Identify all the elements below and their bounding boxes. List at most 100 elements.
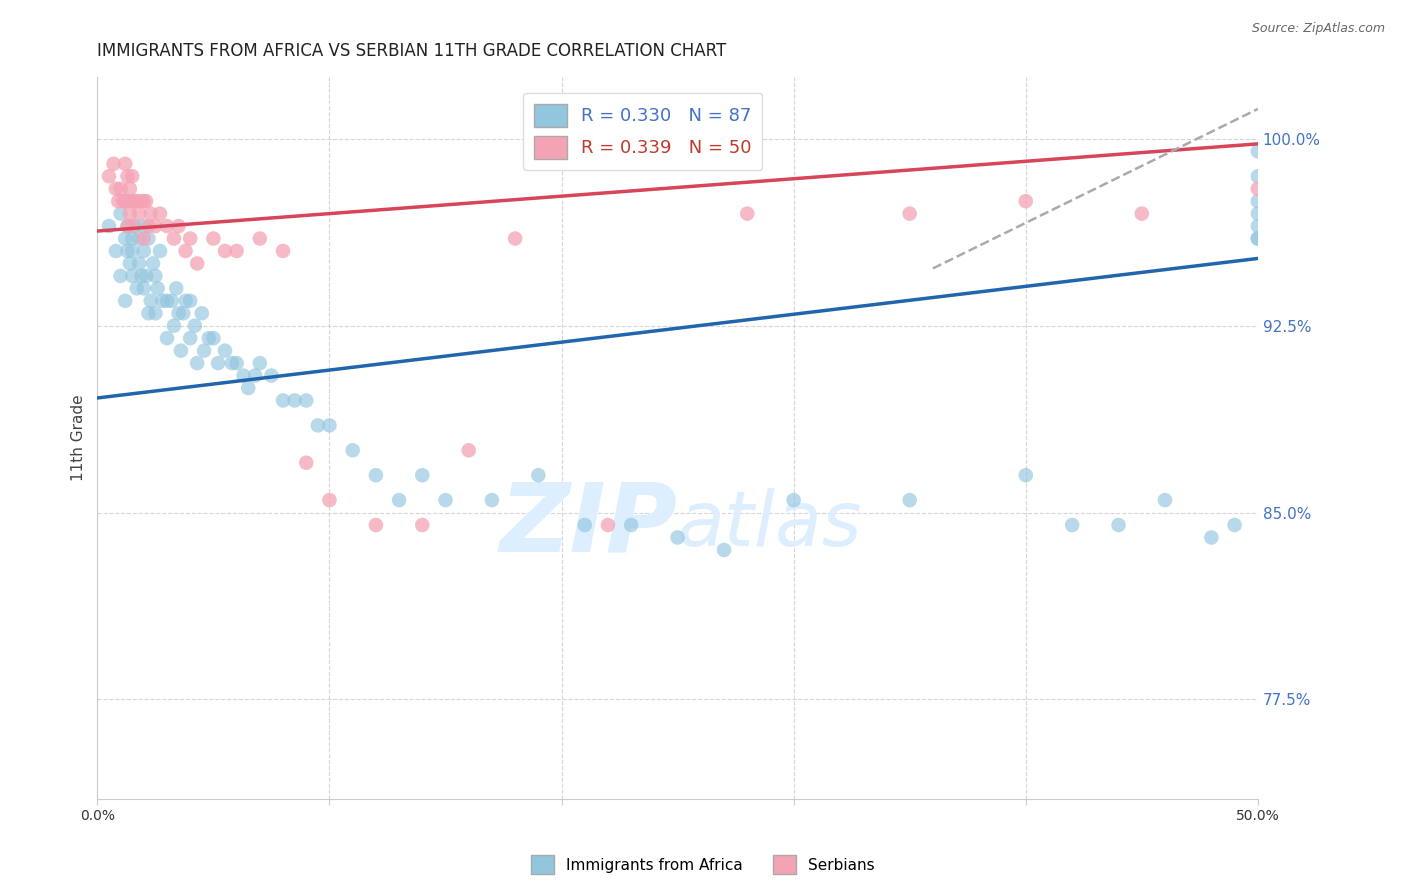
Point xyxy=(114,231,136,245)
Y-axis label: 11th Grade: 11th Grade xyxy=(72,394,86,481)
Point xyxy=(121,169,143,184)
Point xyxy=(110,206,132,220)
Point xyxy=(118,182,141,196)
Point xyxy=(163,318,186,333)
Point xyxy=(364,518,387,533)
Point xyxy=(124,194,146,209)
Point xyxy=(172,306,194,320)
Point xyxy=(225,244,247,258)
Point xyxy=(1015,468,1038,483)
Point xyxy=(620,518,643,533)
Point xyxy=(295,456,318,470)
Text: IMMIGRANTS FROM AFRICA VS SERBIAN 11TH GRADE CORRELATION CHART: IMMIGRANTS FROM AFRICA VS SERBIAN 11TH G… xyxy=(97,42,727,60)
Point xyxy=(104,244,127,258)
Point xyxy=(364,468,387,483)
Point xyxy=(1247,231,1270,245)
Point xyxy=(1108,518,1130,533)
Point xyxy=(138,306,160,320)
Point xyxy=(342,443,364,458)
Point xyxy=(197,331,219,345)
Point xyxy=(118,256,141,270)
Point xyxy=(97,219,120,233)
Point xyxy=(117,244,139,258)
Point xyxy=(128,256,150,270)
Point xyxy=(596,518,619,533)
Point xyxy=(139,206,162,220)
Point xyxy=(186,256,208,270)
Point xyxy=(225,356,247,370)
Point xyxy=(103,157,125,171)
Point xyxy=(713,543,735,558)
Point xyxy=(121,268,143,283)
Point xyxy=(232,368,254,383)
Point xyxy=(125,281,148,295)
Point xyxy=(156,331,179,345)
Point xyxy=(271,393,294,408)
Point xyxy=(131,194,153,209)
Point xyxy=(114,293,136,308)
Point xyxy=(249,356,271,370)
Point xyxy=(156,293,179,308)
Point xyxy=(318,418,340,433)
Point xyxy=(207,356,229,370)
Point xyxy=(146,281,169,295)
Point xyxy=(110,182,132,196)
Point xyxy=(121,194,143,209)
Point xyxy=(135,194,157,209)
Point xyxy=(284,393,307,408)
Point xyxy=(156,219,179,233)
Point xyxy=(125,194,148,209)
Point xyxy=(411,468,433,483)
Point xyxy=(97,169,120,184)
Point xyxy=(167,306,190,320)
Point xyxy=(104,182,127,196)
Point xyxy=(163,231,186,245)
Point xyxy=(145,268,167,283)
Point xyxy=(481,493,503,508)
Point xyxy=(574,518,596,533)
Point xyxy=(666,531,689,545)
Point xyxy=(202,331,225,345)
Point xyxy=(132,194,155,209)
Point xyxy=(295,393,318,408)
Point xyxy=(121,219,143,233)
Point xyxy=(179,293,201,308)
Point xyxy=(1247,145,1270,159)
Point xyxy=(139,293,162,308)
Legend: R = 0.330   N = 87, R = 0.339   N = 50: R = 0.330 N = 87, R = 0.339 N = 50 xyxy=(523,93,762,170)
Point xyxy=(118,206,141,220)
Point xyxy=(1247,194,1270,209)
Point xyxy=(1201,531,1223,545)
Point xyxy=(388,493,411,508)
Point xyxy=(221,356,243,370)
Text: ZIP: ZIP xyxy=(499,478,678,571)
Point xyxy=(735,206,758,220)
Point xyxy=(1130,206,1153,220)
Point xyxy=(457,443,479,458)
Point xyxy=(307,418,329,433)
Point xyxy=(135,268,157,283)
Point xyxy=(411,518,433,533)
Point xyxy=(138,219,160,233)
Point xyxy=(249,231,271,245)
Point xyxy=(114,157,136,171)
Point xyxy=(527,468,550,483)
Point xyxy=(179,331,201,345)
Point xyxy=(145,306,167,320)
Point xyxy=(128,206,150,220)
Point xyxy=(132,244,155,258)
Point xyxy=(1247,169,1270,184)
Point xyxy=(1223,518,1246,533)
Point xyxy=(214,244,236,258)
Point xyxy=(124,219,146,233)
Point xyxy=(107,194,129,209)
Point xyxy=(238,381,260,395)
Point xyxy=(117,219,139,233)
Point xyxy=(1015,194,1038,209)
Point xyxy=(167,219,190,233)
Point xyxy=(174,293,197,308)
Point xyxy=(318,493,340,508)
Point xyxy=(184,318,207,333)
Point xyxy=(186,356,208,370)
Point xyxy=(503,231,526,245)
